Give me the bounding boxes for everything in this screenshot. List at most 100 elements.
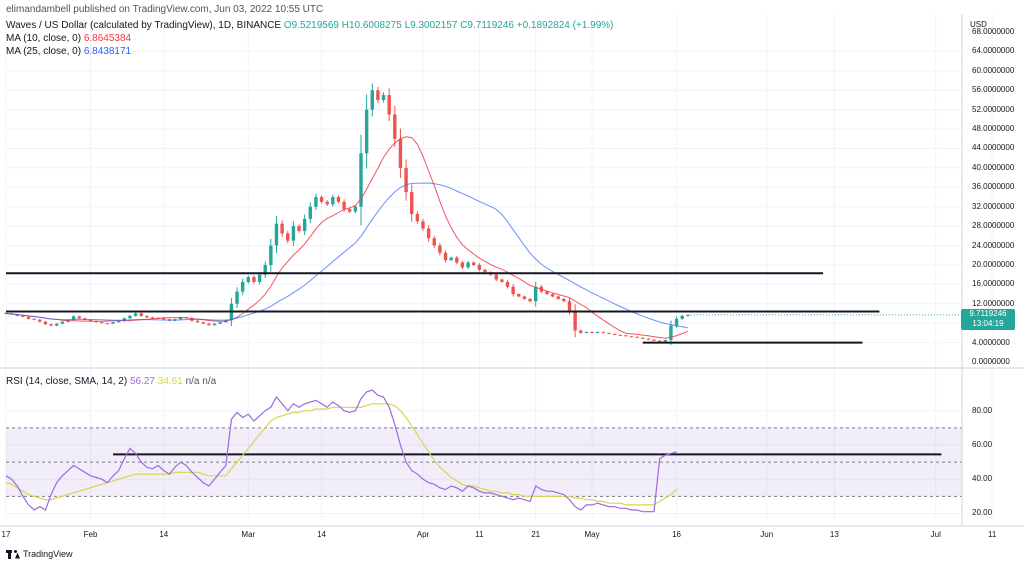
rsi-line (5, 389, 677, 513)
countdown: 13:04:19 (972, 319, 1004, 328)
candle-body (455, 257, 459, 263)
time-tick-label: Jun (760, 530, 774, 539)
time-tick-label: 21 (531, 530, 541, 539)
rsi-value: 56.27 (129, 376, 155, 387)
ma10-line (5, 136, 688, 339)
candle-body (55, 323, 59, 326)
candle-body (550, 294, 555, 297)
candle-body (579, 330, 583, 333)
ma25-legend: MA (25, close, 0) 6.8438171 (6, 46, 131, 58)
candle-body (111, 322, 115, 324)
ma10-legend: MA (10, close, 0) 6.8645384 (6, 33, 131, 45)
rsi-tick-label: 40.00 (972, 474, 993, 484)
candle-body (376, 90, 380, 100)
candle-body (291, 226, 296, 241)
candle-body (669, 325, 673, 341)
candle-body (331, 197, 335, 205)
candle-body (460, 262, 465, 268)
candle-body (308, 206, 312, 219)
candle-body (410, 192, 414, 214)
candle-body (624, 335, 628, 337)
candle-body (342, 201, 346, 210)
candle-body (133, 313, 138, 316)
candle-body (4, 312, 8, 314)
candle-body (421, 221, 425, 229)
symbol-title: Waves / US Dollar (calculated by Trading… (6, 20, 282, 31)
rsi-legend: RSI (14, close, SMA, 14, 2) 56.27 34.61 … (6, 376, 216, 388)
candle-body (438, 245, 442, 253)
candle-body (612, 333, 617, 335)
candle-body (240, 281, 245, 292)
candle-body (336, 197, 341, 202)
ohlc-close: C9.7119246 (460, 20, 514, 31)
ma10-value: 6.8645384 (83, 33, 132, 44)
candle-body (567, 301, 572, 312)
time-tick-label: Apr (416, 530, 430, 539)
price-tick-label: 56.0000000 (972, 85, 1015, 95)
candle-body (505, 281, 510, 287)
candle-body (635, 336, 639, 338)
current-price: 9.7119246 (969, 309, 1007, 318)
candle-body (26, 316, 31, 319)
candle-body (201, 322, 205, 324)
candle-body (393, 114, 397, 139)
symbol-line: Waves / US Dollar (calculated by Trading… (6, 20, 613, 32)
candle-body (269, 245, 273, 265)
candle-body (88, 319, 93, 322)
time-tick-label: 13 (829, 530, 839, 539)
time-tick-label: 14 (317, 530, 326, 539)
price-tick-label: 24.0000000 (972, 240, 1015, 250)
grid-lines (5, 14, 993, 522)
ohlc-open: O9.5219569 (283, 20, 339, 31)
price-tick-label: 32.0000000 (972, 201, 1015, 211)
candle-body (122, 318, 127, 321)
candle-body (494, 274, 498, 280)
candle-body (381, 95, 386, 100)
candle-body (71, 316, 76, 320)
candle-body (302, 218, 307, 231)
candle-body (43, 321, 48, 325)
candle-body (472, 262, 476, 265)
candle-body (449, 257, 453, 261)
price-tick-label: 0.0000000 (972, 357, 1010, 366)
candle-body (218, 322, 222, 324)
time-tick-label: 11 (987, 530, 997, 539)
candle-body (590, 331, 594, 333)
candle-body (641, 337, 645, 339)
price-tick-label: 12.0000000 (972, 298, 1015, 308)
candle-body (466, 262, 470, 268)
candle-body (545, 291, 549, 295)
candle-body (500, 279, 504, 282)
candle-body (314, 197, 318, 207)
candle-body (522, 296, 527, 299)
candle-body (674, 318, 679, 326)
candle-body (145, 315, 149, 318)
candle-body (607, 332, 611, 334)
candle-body (348, 209, 352, 212)
price-tick-label: 16.0000000 (972, 279, 1015, 289)
time-tick-label: 11 (475, 530, 484, 539)
candle-body (235, 291, 239, 304)
candle-body (601, 331, 606, 333)
time-tick-label: 14 (159, 530, 169, 539)
tradingview-logo-icon (6, 549, 20, 559)
candle-body (280, 223, 284, 234)
candle-body (178, 317, 183, 320)
time-tick-label: 17 (1, 530, 11, 539)
candle-body (483, 269, 487, 273)
candle-body (370, 90, 374, 110)
price-tick-label: 40.0000000 (972, 162, 1015, 172)
candle-body (38, 319, 42, 322)
currency-label: USD (970, 20, 987, 29)
candle-body (528, 298, 532, 302)
candle-body (128, 315, 132, 319)
candle-body (359, 153, 363, 207)
candle-body (477, 264, 482, 270)
price-tick-label: 60.0000000 (972, 65, 1015, 75)
published-line: elimandambell published on TradingView.c… (6, 4, 324, 15)
candle-body (297, 226, 301, 231)
price-tick-label: 48.0000000 (972, 124, 1015, 134)
rsi-lines (5, 389, 678, 513)
candle-body (415, 213, 420, 222)
candle-body (517, 294, 521, 297)
